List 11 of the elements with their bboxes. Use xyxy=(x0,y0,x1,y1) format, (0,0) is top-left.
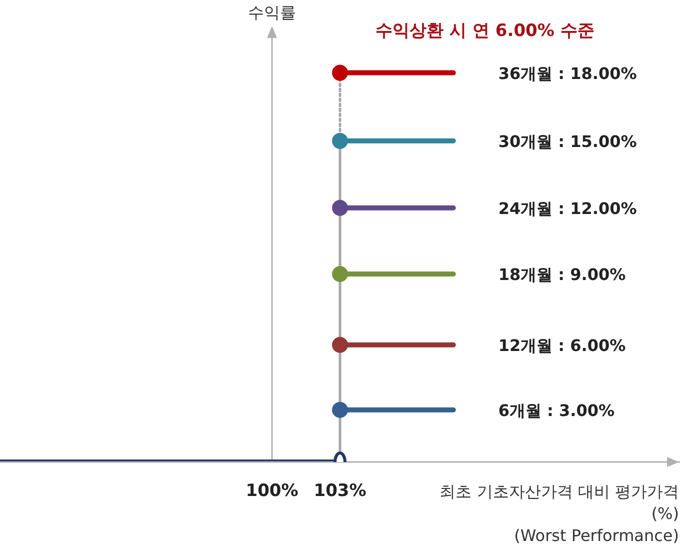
x-tick-label: 103% xyxy=(314,481,366,502)
text: 36개월 : 18.00% xyxy=(498,64,637,83)
text: 18개월 : 9.00% xyxy=(498,265,626,284)
y-axis-title: 수익률 xyxy=(248,3,296,22)
text: 6개월 : 3.00% xyxy=(498,400,615,420)
x-axis-title: 최초 기초자산가격 대비 평가가격 (%) (Worst Performance) xyxy=(440,482,679,545)
x-tick-label: 100% xyxy=(246,481,298,502)
text: 12개월 : 6.00% xyxy=(498,336,626,355)
text: 30개월 : 15.00% xyxy=(498,132,637,151)
chart-title: 수익상환 시 연 6.00% 수준 xyxy=(376,21,594,41)
text: 24개월 : 12.00% xyxy=(498,198,637,218)
